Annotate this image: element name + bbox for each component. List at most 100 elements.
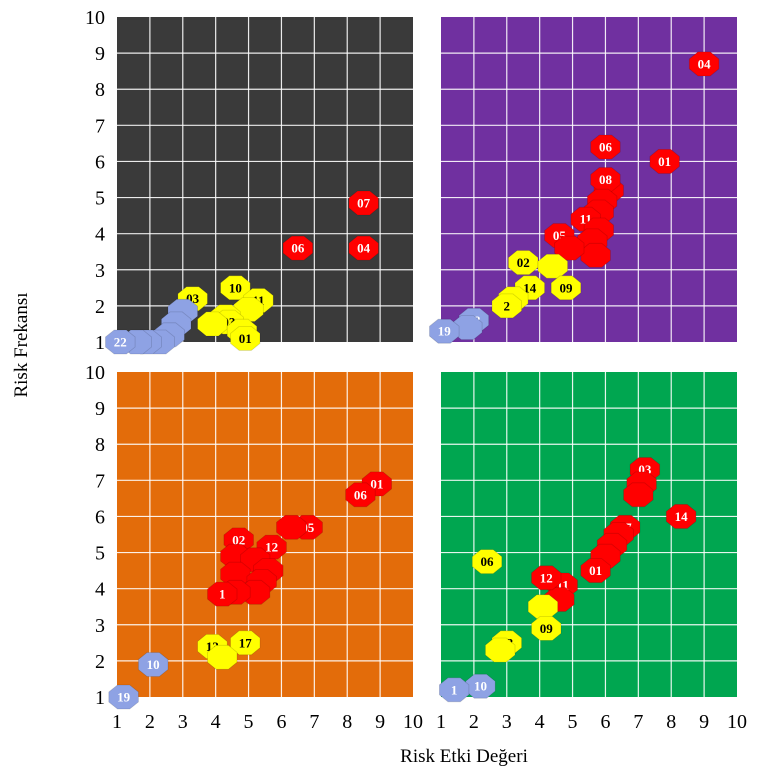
data-point: [580, 242, 611, 268]
data-point: [197, 311, 228, 337]
x-tick-label: 7: [633, 711, 643, 733]
y-tick-label: 9: [95, 398, 105, 420]
point-marker: [537, 253, 568, 279]
panels-layer: 0704061011030301220401060811050214092181…: [105, 17, 737, 710]
y-tick-label: 2: [95, 651, 105, 673]
point-label: 10: [147, 657, 160, 672]
y-tick-label: 2: [95, 296, 105, 318]
point-label: 19: [117, 690, 131, 705]
x-tick-label: 4: [211, 711, 221, 733]
point-label: 22: [114, 335, 127, 350]
data-point: 1: [438, 677, 470, 703]
point-marker: [527, 594, 559, 620]
data-point: [527, 594, 559, 620]
data-point: 10: [137, 652, 169, 677]
point-label: 06: [481, 554, 495, 569]
point-marker: [105, 329, 136, 355]
panel-background: [117, 17, 413, 342]
x-tick-label: 7: [309, 711, 319, 733]
point-marker: [491, 293, 522, 319]
x-tick-label: 8: [666, 711, 676, 733]
point-marker: [230, 630, 261, 656]
x-tick-label: 9: [699, 711, 709, 733]
x-tick-label: 2: [145, 711, 155, 733]
point-label: 02: [517, 255, 530, 270]
y-tick-label: 9: [95, 43, 105, 65]
point-marker: [580, 558, 611, 583]
point-label: 09: [559, 280, 573, 295]
data-point: 2: [491, 293, 522, 319]
point-marker: [471, 549, 503, 574]
point-marker: [649, 148, 680, 174]
point-marker: [429, 318, 460, 344]
point-label: 01: [239, 331, 252, 346]
data-point: 01: [230, 325, 261, 351]
point-marker: [348, 235, 379, 261]
y-tick-label: 5: [95, 543, 105, 565]
point-marker: [207, 581, 238, 607]
y-tick-label: 7: [95, 470, 105, 492]
point-marker: [507, 250, 539, 276]
panel-background: [441, 17, 737, 342]
point-marker: [665, 503, 697, 529]
point-marker: [580, 242, 611, 268]
x-tick-label: 2: [469, 711, 479, 733]
point-marker: [108, 684, 139, 710]
point-label: 07: [357, 195, 371, 210]
y-tick-label: 3: [95, 615, 105, 637]
point-label: 06: [354, 487, 368, 502]
point-label: 01: [370, 476, 383, 491]
panel-background: [117, 372, 413, 697]
point-marker: [688, 51, 720, 77]
data-point: [623, 482, 654, 508]
point-marker: [590, 134, 621, 160]
point-label: 12: [540, 570, 553, 585]
point-label: 09: [540, 621, 554, 636]
y-tick-label: 8: [95, 79, 105, 101]
point-label: 01: [589, 563, 602, 578]
point-label: 01: [658, 154, 671, 169]
point-marker: [345, 482, 376, 508]
data-point: 10: [465, 673, 496, 699]
x-tick-label: 9: [375, 711, 385, 733]
data-point: 09: [550, 275, 582, 301]
data-point: 01: [649, 148, 680, 174]
x-axis-title: Risk Etki Değeri: [400, 746, 528, 767]
y-tick-label: 6: [95, 151, 105, 173]
point-marker: [207, 644, 238, 670]
point-marker: [276, 514, 307, 540]
data-point: 1: [207, 581, 238, 607]
point-marker: [484, 637, 516, 663]
point-label: 04: [698, 56, 712, 71]
x-tick-label: 3: [178, 711, 188, 733]
point-label: 04: [357, 241, 371, 256]
data-point: 08: [590, 167, 621, 192]
data-point: 17: [230, 630, 261, 656]
point-marker: [554, 235, 585, 261]
point-label: 14: [675, 509, 689, 524]
point-label: 14: [523, 280, 537, 295]
x-tick-label: 10: [727, 711, 747, 733]
point-label: 08: [599, 172, 613, 187]
panel-top-right: 04010608110502140921819: [429, 17, 737, 344]
point-marker: [230, 325, 261, 351]
y-tick-label: 1: [95, 332, 105, 354]
x-tick-label: 1: [436, 711, 446, 733]
y-tick-label: 7: [95, 115, 105, 137]
y-tick-label: 5: [95, 188, 105, 210]
data-point: 06: [282, 235, 314, 261]
point-marker: [623, 482, 654, 508]
x-tick-label: 4: [535, 711, 545, 733]
point-label: 1: [451, 682, 458, 697]
x-tick-label: 10: [403, 711, 423, 733]
y-tick-label: 8: [95, 434, 105, 456]
x-tick-label: 6: [276, 711, 286, 733]
data-point: 12: [531, 565, 562, 591]
data-point: 04: [348, 235, 379, 261]
panel-top-left: 070406101103030122: [105, 17, 413, 355]
point-marker: [282, 235, 314, 261]
y-tick-label: 10: [85, 362, 105, 384]
data-point: [554, 235, 585, 261]
